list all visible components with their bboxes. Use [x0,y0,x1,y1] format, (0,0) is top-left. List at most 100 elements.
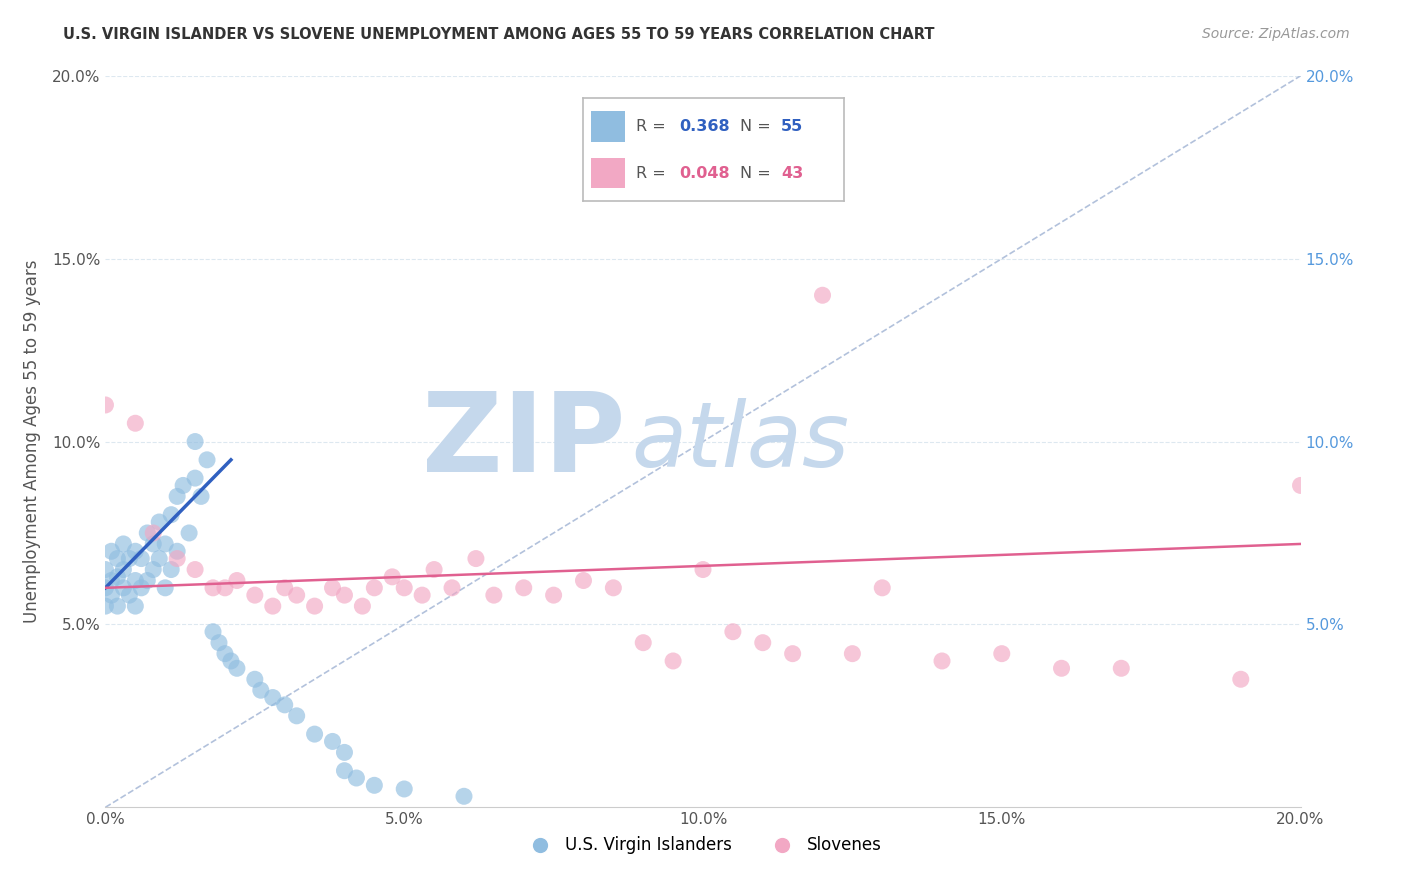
Point [441,581,464,595]
Point [453,789,475,804]
Text: N =: N = [740,166,776,180]
Point [333,746,356,760]
Text: R =: R = [636,166,671,180]
Point [273,698,295,712]
Point [202,624,225,639]
Point [721,624,744,639]
Point [262,599,284,614]
Point [118,551,141,566]
Point [160,563,183,577]
Point [107,599,129,614]
Point [464,551,488,566]
Point [1111,661,1133,675]
Point [363,581,385,595]
Point [243,588,266,602]
Point [513,581,536,595]
Point [155,537,177,551]
FancyBboxPatch shape [592,112,626,142]
Point [129,551,153,566]
Point [112,537,135,551]
Point [112,581,135,595]
Point [202,581,225,595]
Text: 0.368: 0.368 [679,120,730,135]
Text: R =: R = [636,120,671,135]
Point [219,654,242,668]
Point [872,581,894,595]
Point [148,551,170,566]
Point [782,647,804,661]
Point [136,574,159,588]
Point [841,647,863,661]
Point [112,563,135,577]
Point [333,764,356,778]
Point [352,599,374,614]
Point [184,434,207,449]
Point [129,581,153,595]
Point [285,708,308,723]
Point [94,581,117,595]
Point [346,771,368,785]
Point [572,574,595,588]
Point [136,526,159,541]
Point [208,635,231,649]
Point [124,544,146,558]
Point [124,599,146,614]
Point [363,778,385,792]
Point [166,489,188,503]
Point [1289,478,1312,492]
Point [190,489,212,503]
Point [394,781,416,797]
Point [172,478,194,492]
Legend: U.S. Virgin Islanders, Slovenes: U.S. Virgin Islanders, Slovenes [517,830,889,861]
Point [273,581,295,595]
Point [142,526,165,541]
Point [148,515,170,529]
Point [142,563,165,577]
Text: N =: N = [740,120,776,135]
Point [100,544,122,558]
Text: 0.048: 0.048 [679,166,730,180]
Y-axis label: Unemployment Among Ages 55 to 59 years: Unemployment Among Ages 55 to 59 years [22,260,41,624]
Point [321,581,344,595]
Point [692,563,714,577]
Point [262,690,284,705]
Point [184,471,207,485]
Point [225,574,249,588]
Point [243,673,266,687]
Point [142,537,165,551]
Point [321,734,344,748]
Point [1050,661,1073,675]
Point [124,416,146,431]
Text: atlas: atlas [631,398,849,485]
Point [100,588,122,602]
Text: ZIP: ZIP [422,388,626,495]
Point [100,574,122,588]
FancyBboxPatch shape [592,158,626,188]
Point [482,588,505,602]
Point [333,588,356,602]
Point [184,563,207,577]
Point [304,599,326,614]
Point [124,574,146,588]
Point [94,398,117,412]
Text: U.S. VIRGIN ISLANDER VS SLOVENE UNEMPLOYMENT AMONG AGES 55 TO 59 YEARS CORRELATI: U.S. VIRGIN ISLANDER VS SLOVENE UNEMPLOY… [63,27,935,42]
Point [411,588,433,602]
Point [94,599,117,614]
Point [166,544,188,558]
Point [250,683,273,698]
Point [602,581,624,595]
Point [214,647,236,661]
Point [304,727,326,741]
Point [543,588,565,602]
Point [1229,673,1253,687]
Point [214,581,236,595]
Point [94,563,117,577]
Point [751,635,773,649]
Point [394,581,416,595]
Point [633,635,655,649]
Point [931,654,953,668]
Point [423,563,446,577]
Text: 43: 43 [782,166,803,180]
Point [811,288,834,302]
Point [195,453,218,467]
